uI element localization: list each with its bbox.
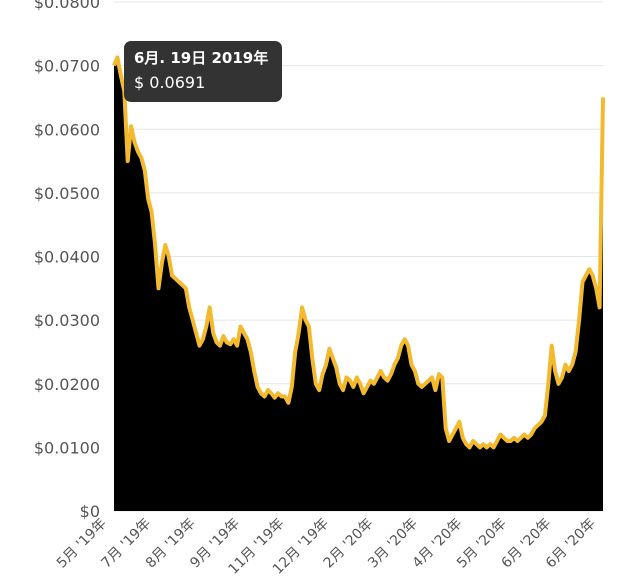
y-tick-label: $0 [80,502,100,521]
tooltip-date: 6月. 19日 2019年 [134,49,269,67]
price-tooltip: 6月. 19日 2019年 $ 0.0691 [124,41,282,102]
price-line [112,55,605,450]
y-tick-label: $0.0800 [34,0,100,12]
y-axis: $0 $0.0100 $0.0200 $0.0300 $0.0400 $0.0500 $0.… [34,0,100,521]
y-tick-label: $0.0200 [34,375,100,394]
y-tick-label: $0.0500 [34,184,100,203]
y-tick-label: $0.0300 [34,311,100,330]
tooltip-value: $ 0.0691 [134,73,206,92]
y-tick-label: $0.0400 [34,248,100,267]
y-tick-label: $0.0700 [34,57,100,76]
y-tick-label: $0.0100 [34,438,100,457]
y-tick-label: $0.0600 [34,120,100,139]
price-area-fill [114,57,603,512]
